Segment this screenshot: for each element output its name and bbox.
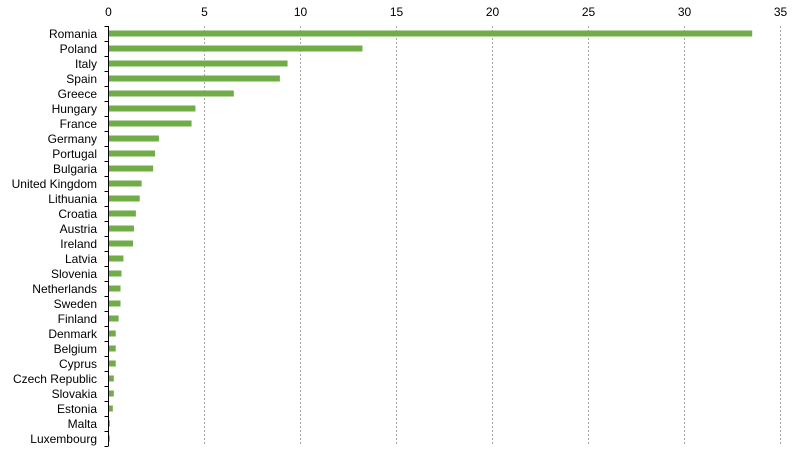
bar <box>109 150 156 157</box>
category-label: Latvia <box>65 252 97 266</box>
category-label: Bulgaria <box>53 162 97 176</box>
category-labels: RomaniaPolandItalySpainGreeceHungaryFran… <box>12 27 98 446</box>
bar <box>109 390 114 397</box>
bar <box>109 90 234 97</box>
bar <box>109 195 140 202</box>
bar <box>109 210 136 217</box>
x-tick-label: 25 <box>582 5 596 19</box>
bar <box>109 315 119 322</box>
category-label: Netherlands <box>32 282 97 296</box>
category-label: Greece <box>58 87 98 101</box>
axes <box>104 26 109 447</box>
bar <box>109 75 280 82</box>
category-label: Malta <box>68 417 98 431</box>
gridlines <box>204 26 781 446</box>
x-tick-label: 0 <box>105 5 112 19</box>
category-label: Lithuania <box>48 192 97 206</box>
bar <box>109 300 121 307</box>
bar <box>109 240 133 247</box>
bar <box>109 360 116 367</box>
category-label: Belgium <box>54 342 97 356</box>
bar <box>109 435 110 442</box>
bar <box>109 45 363 52</box>
bars <box>109 30 753 442</box>
x-tick-label: 30 <box>678 5 692 19</box>
bar <box>109 225 134 232</box>
bar <box>109 165 154 172</box>
bar <box>109 60 288 67</box>
category-label: Luxembourg <box>30 432 97 446</box>
bar <box>109 330 116 337</box>
x-tick-label: 15 <box>390 5 404 19</box>
category-label: Slovenia <box>51 267 97 281</box>
x-tick-label: 10 <box>294 5 308 19</box>
bar <box>109 270 122 277</box>
category-label: Ireland <box>60 237 97 251</box>
bar <box>109 405 113 412</box>
category-label: Denmark <box>48 327 98 341</box>
bar <box>109 285 121 292</box>
category-label: Portugal <box>52 147 97 161</box>
category-label: France <box>60 117 98 131</box>
category-label: United Kingdom <box>12 177 97 191</box>
x-tick-label: 35 <box>774 5 788 19</box>
category-label: Estonia <box>57 402 97 416</box>
category-label: Czech Republic <box>13 372 97 386</box>
category-label: Poland <box>60 42 97 56</box>
category-label: Germany <box>48 132 97 146</box>
x-tick-label: 20 <box>486 5 500 19</box>
bar <box>109 135 159 142</box>
category-label: Finland <box>58 312 97 326</box>
category-label: Romania <box>49 27 97 41</box>
bar <box>109 120 192 127</box>
bar <box>109 255 124 262</box>
category-label: Sweden <box>54 297 97 311</box>
bar <box>109 30 753 37</box>
category-label: Cyprus <box>59 357 97 371</box>
category-label: Austria <box>60 222 98 236</box>
category-label: Slovakia <box>52 387 98 401</box>
category-label: Croatia <box>58 207 97 221</box>
category-label: Spain <box>66 72 97 86</box>
x-tick-labels: 0 5 10 15 20 25 30 35 <box>105 5 787 19</box>
bar <box>109 375 114 382</box>
bar <box>109 420 110 427</box>
bar <box>109 345 116 352</box>
bar <box>109 180 142 187</box>
category-label: Italy <box>75 57 97 71</box>
x-tick-label: 5 <box>201 5 208 19</box>
category-label: Hungary <box>52 102 97 116</box>
bar <box>109 105 196 112</box>
